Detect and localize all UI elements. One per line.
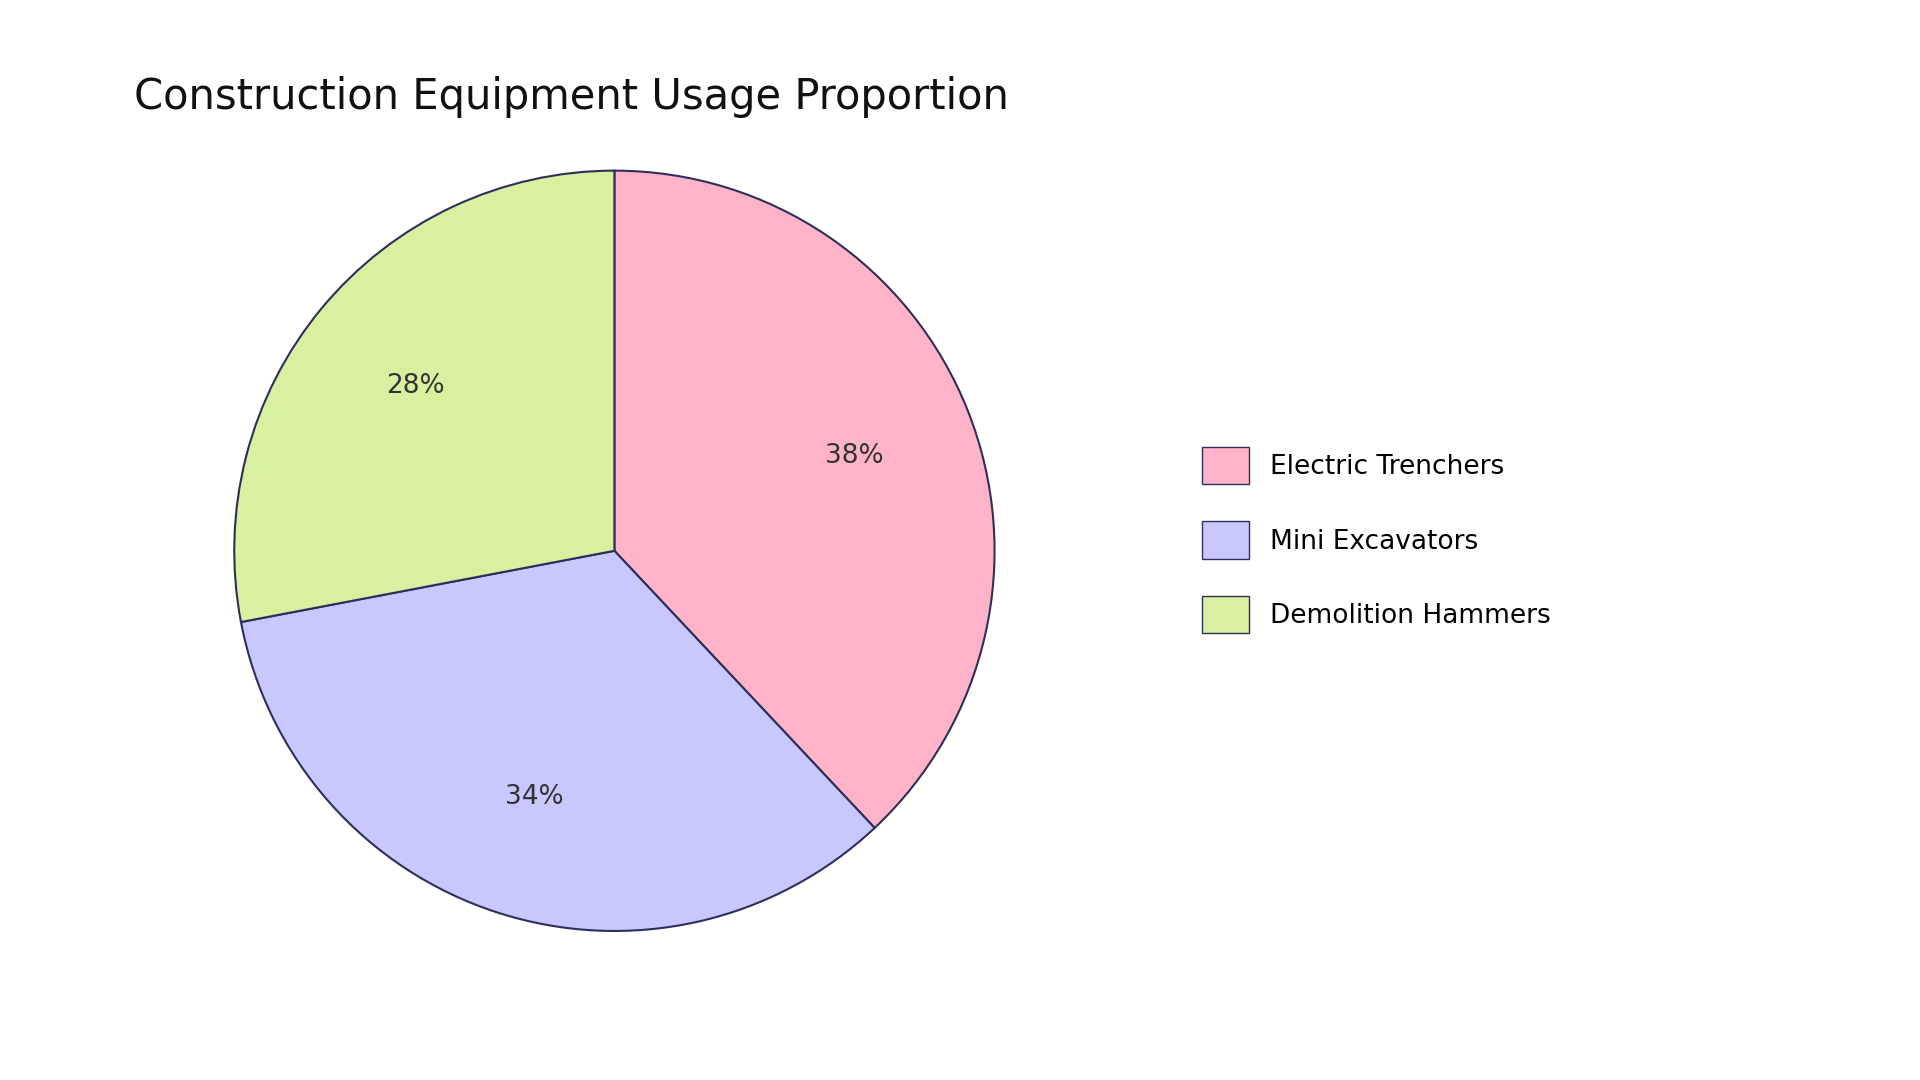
Wedge shape [234,171,614,622]
Text: 38%: 38% [826,443,883,469]
Text: 28%: 28% [386,373,445,399]
Legend: Electric Trenchers, Mini Excavators, Demolition Hammers: Electric Trenchers, Mini Excavators, Dem… [1202,447,1551,633]
Wedge shape [614,171,995,828]
Text: 34%: 34% [505,784,564,810]
Text: Construction Equipment Usage Proportion: Construction Equipment Usage Proportion [134,76,1010,118]
Wedge shape [242,551,876,931]
